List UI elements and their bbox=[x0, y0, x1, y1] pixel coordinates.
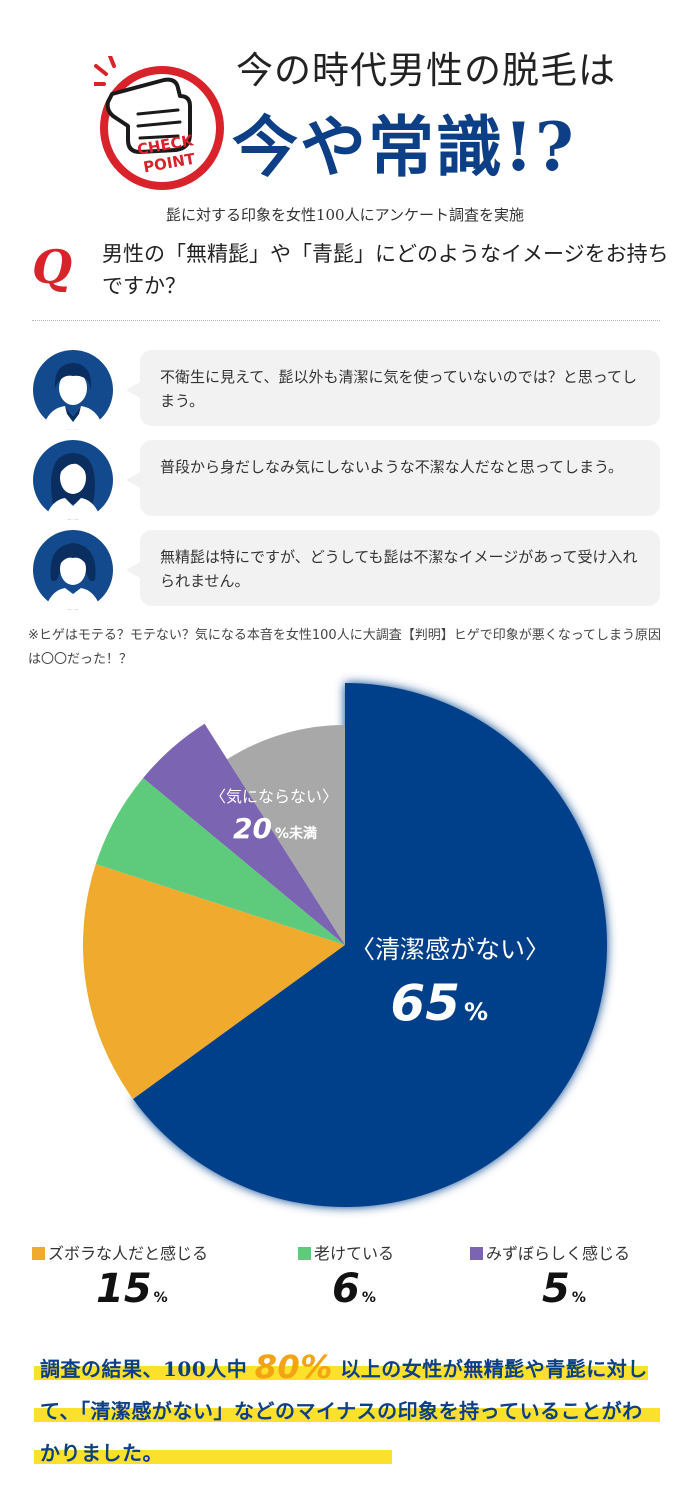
slice-label-gray-unit: %未満 bbox=[275, 825, 317, 842]
woman-short-hair-icon bbox=[33, 350, 113, 430]
headline-line-2: 今や常識!? bbox=[232, 108, 576, 186]
comment-bubble: 不衛生に見えて、髭以外も清潔に気を使っていないのでは？と思ってしまう。 bbox=[126, 350, 660, 426]
legend-swatch bbox=[470, 1247, 483, 1260]
question-mark-q: Q bbox=[32, 240, 73, 294]
slice-label-main-unit: % bbox=[464, 998, 488, 1026]
legend-swatch bbox=[32, 1247, 45, 1260]
source-note: ※ヒゲはモテる？モテない？気になる本音を女性100人に大調査【判明】ヒゲで印象が… bbox=[28, 628, 662, 667]
slice-label-gray-value: 20 bbox=[233, 812, 272, 845]
check-point-badge: CHECK POINT bbox=[94, 56, 224, 190]
highlight-bar bbox=[34, 1450, 392, 1464]
conclusion-percent: 80% bbox=[254, 1348, 333, 1386]
pie-slice-5 bbox=[227, 725, 345, 945]
comment-text: 不衛生に見えて、髭以外も清潔に気を使っていないのでは？と思ってしまう。 bbox=[160, 368, 638, 410]
legend-value: 15% bbox=[96, 1266, 168, 1312]
comment-text: 無精髭は特にですが、どうしても髭は不潔なイメージがあって受け入れられません。 bbox=[160, 548, 638, 590]
legend-label: 老けている bbox=[314, 1244, 395, 1263]
legend-label: みずぼらしく感じる bbox=[486, 1244, 631, 1263]
legend-swatch bbox=[298, 1247, 311, 1260]
comment-bubble: 普段から身だしなみ気にしないような不潔な人だなと思ってしまう。 bbox=[126, 440, 660, 516]
woman-bob-hair-icon bbox=[33, 530, 113, 610]
question-text: 男性の「無精髭」や「青髭」にどのようなイメージをお持ちですか？ bbox=[102, 242, 669, 298]
legend-item: 老けている bbox=[298, 1240, 394, 1264]
highlight-bar bbox=[34, 1366, 648, 1380]
legend-item: ズボラな人だと感じる bbox=[32, 1240, 208, 1264]
legend-value: 5% bbox=[542, 1266, 586, 1312]
woman-long-hair-icon bbox=[33, 440, 113, 520]
dotted-divider bbox=[32, 320, 660, 321]
pie-slice-3 bbox=[95, 777, 345, 945]
conclusion-text: 調査の結果、100人中 80% 以上の女性が無精髭や青髭に対して、「清潔感がない… bbox=[40, 1348, 648, 1465]
comment-bubble: 無精髭は特にですが、どうしても髭は不潔なイメージがあって受け入れられません。 bbox=[126, 530, 660, 606]
pointing-hand-icon bbox=[105, 77, 192, 154]
pie-slice-1 bbox=[133, 683, 607, 1207]
comment-text: 普段から身だしなみ気にしないような不潔な人だなと思ってしまう。 bbox=[160, 458, 624, 476]
pie-chart: 〈清潔感がない〉 65 % 〈気にならない〉 20 %未満 bbox=[83, 683, 607, 1207]
legend-item: みずぼらしく感じる bbox=[470, 1240, 630, 1264]
slice-label-main-value: 65 bbox=[390, 974, 460, 1032]
highlight-bar bbox=[34, 1408, 660, 1422]
survey-note: 髭に対する印象を女性100人にアンケート調査を実施 bbox=[165, 206, 525, 224]
legend-value: 6% bbox=[332, 1266, 376, 1312]
slice-label-gray-name: 〈気にならない〉 bbox=[210, 787, 338, 806]
pie-slice-2 bbox=[83, 864, 346, 1099]
legend-label: ズボラな人だと感じる bbox=[48, 1244, 209, 1263]
spark-lines-icon bbox=[94, 56, 116, 86]
slice-label-main-name: 〈清潔感がない〉 bbox=[350, 935, 550, 964]
pie-slice-4 bbox=[143, 723, 345, 945]
headline-line-1: 今の時代男性の脱毛は bbox=[236, 49, 616, 92]
